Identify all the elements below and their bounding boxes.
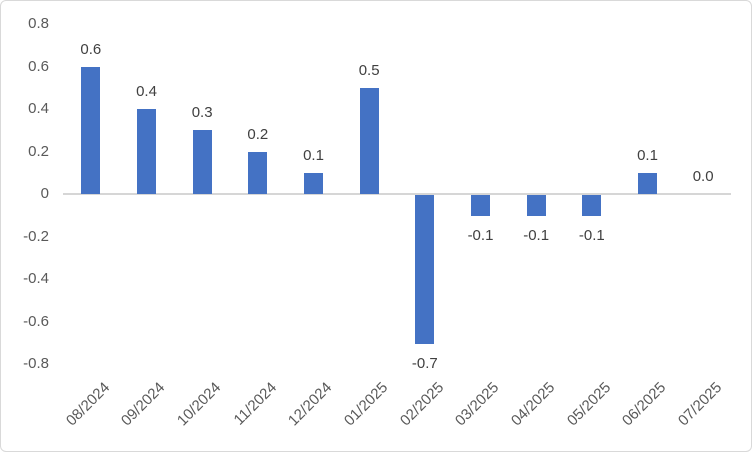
y-tick-label: -0.4 <box>23 270 49 287</box>
y-tick-label: -0.6 <box>23 312 49 330</box>
bar-value-label: 0.2 <box>247 125 269 143</box>
y-tick-label: 0.8 <box>28 15 49 32</box>
x-category-label: 12/2024 <box>285 379 336 430</box>
bar <box>471 195 490 217</box>
bar <box>137 109 156 194</box>
bar <box>415 195 435 344</box>
bar-value-label: 0.5 <box>358 61 380 79</box>
y-tick-label: -0.8 <box>23 355 49 372</box>
x-category-label: 11/2024 <box>230 379 280 429</box>
bar <box>582 195 602 217</box>
bar-value-label: -0.7 <box>411 354 438 372</box>
bar <box>359 87 379 194</box>
bar-value-label: 0.4 <box>136 83 157 100</box>
y-tick-label: 0.6 <box>28 57 49 75</box>
bar <box>81 66 101 194</box>
x-category-label: 06/2025 <box>619 379 670 430</box>
x-category-label: 04/2025 <box>507 379 559 430</box>
x-category-label: 05/2025 <box>563 379 614 430</box>
bar <box>248 151 268 194</box>
bar-value-label: 0.1 <box>637 146 658 164</box>
y-tick-label: 0.2 <box>28 142 49 160</box>
x-category-label: 03/2025 <box>452 379 503 430</box>
x-axis-line <box>63 193 731 195</box>
bar-value-label: 0.6 <box>80 40 102 58</box>
bar-value-label: -0.1 <box>578 227 605 245</box>
x-category-label: 09/2024 <box>118 379 169 430</box>
y-tick-label: -0.2 <box>23 227 49 245</box>
bar-value-label: -0.1 <box>523 227 550 245</box>
bar-value-label: 0.3 <box>191 104 213 122</box>
x-category-label: 01/2025 <box>340 379 392 430</box>
x-category-label: 10/2024 <box>173 379 225 430</box>
x-category-label: 02/2025 <box>396 379 447 430</box>
y-tick-label: 0 <box>40 185 49 202</box>
x-category-label: 08/2024 <box>62 379 113 430</box>
bar-value-label: 0.0 <box>692 168 714 185</box>
bar <box>526 195 546 217</box>
bar <box>304 172 323 194</box>
bar <box>638 172 657 194</box>
bar-value-label: 0.1 <box>303 146 324 164</box>
bar <box>192 130 212 194</box>
x-category-label: 07/2025 <box>674 379 726 430</box>
bar-value-label: -0.1 <box>467 227 494 245</box>
y-tick-label: 0.4 <box>28 100 49 117</box>
